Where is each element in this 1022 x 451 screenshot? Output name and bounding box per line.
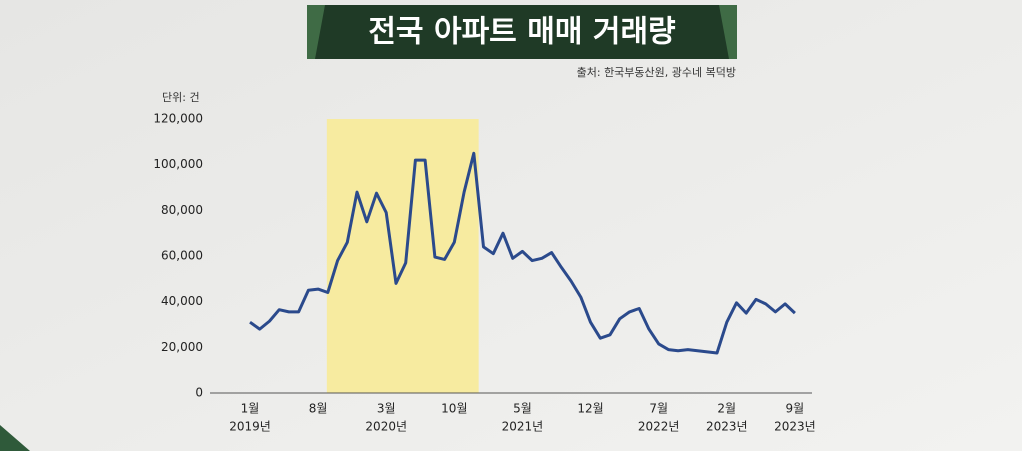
y-tick-label: 60,000: [161, 249, 203, 263]
chart-title: 전국 아파트 매매 거래량: [368, 15, 676, 50]
x-tick-label: 9월: [786, 402, 805, 416]
y-tick-label: 80,000: [161, 203, 203, 217]
x-tick-label: 2월: [717, 402, 736, 416]
x-tick-label: 5월: [513, 402, 532, 416]
x-year-label: 2020년: [365, 420, 407, 434]
x-tick-label: 7월: [649, 402, 668, 416]
x-tick-label: 8월: [309, 402, 328, 416]
y-tick-label: 20,000: [161, 340, 203, 354]
x-year-label: 2023년: [774, 420, 816, 434]
plot: 0 20,000 40,000 60,000 80,000 100,000 120,000 1…: [153, 112, 815, 434]
y-tick-label: 40,000: [161, 294, 203, 308]
y-tick-label: 0: [195, 386, 203, 400]
unit-label: 단위: 건: [162, 91, 200, 104]
x-tick-label: 12월: [577, 402, 603, 416]
title-banner: [307, 5, 737, 59]
data-line: [249, 151, 796, 355]
x-tick-label: 10월: [441, 402, 467, 416]
corner-decoration: [0, 425, 30, 451]
x-tick-label: 1월: [241, 402, 260, 416]
x-tick-label: 3월: [377, 402, 396, 416]
highlight-band: [326, 119, 479, 393]
x-year-label: 2021년: [502, 420, 544, 434]
x-year-label: 2023년: [706, 420, 748, 434]
x-year-label: 2022년: [638, 420, 680, 434]
y-tick-label: 100,000: [153, 157, 203, 171]
y-tick-label: 120,000: [153, 112, 203, 126]
source: 출처: 한국부동산원, 광수네 복덕방: [577, 66, 736, 79]
x-year-label: 2019년: [229, 420, 271, 434]
